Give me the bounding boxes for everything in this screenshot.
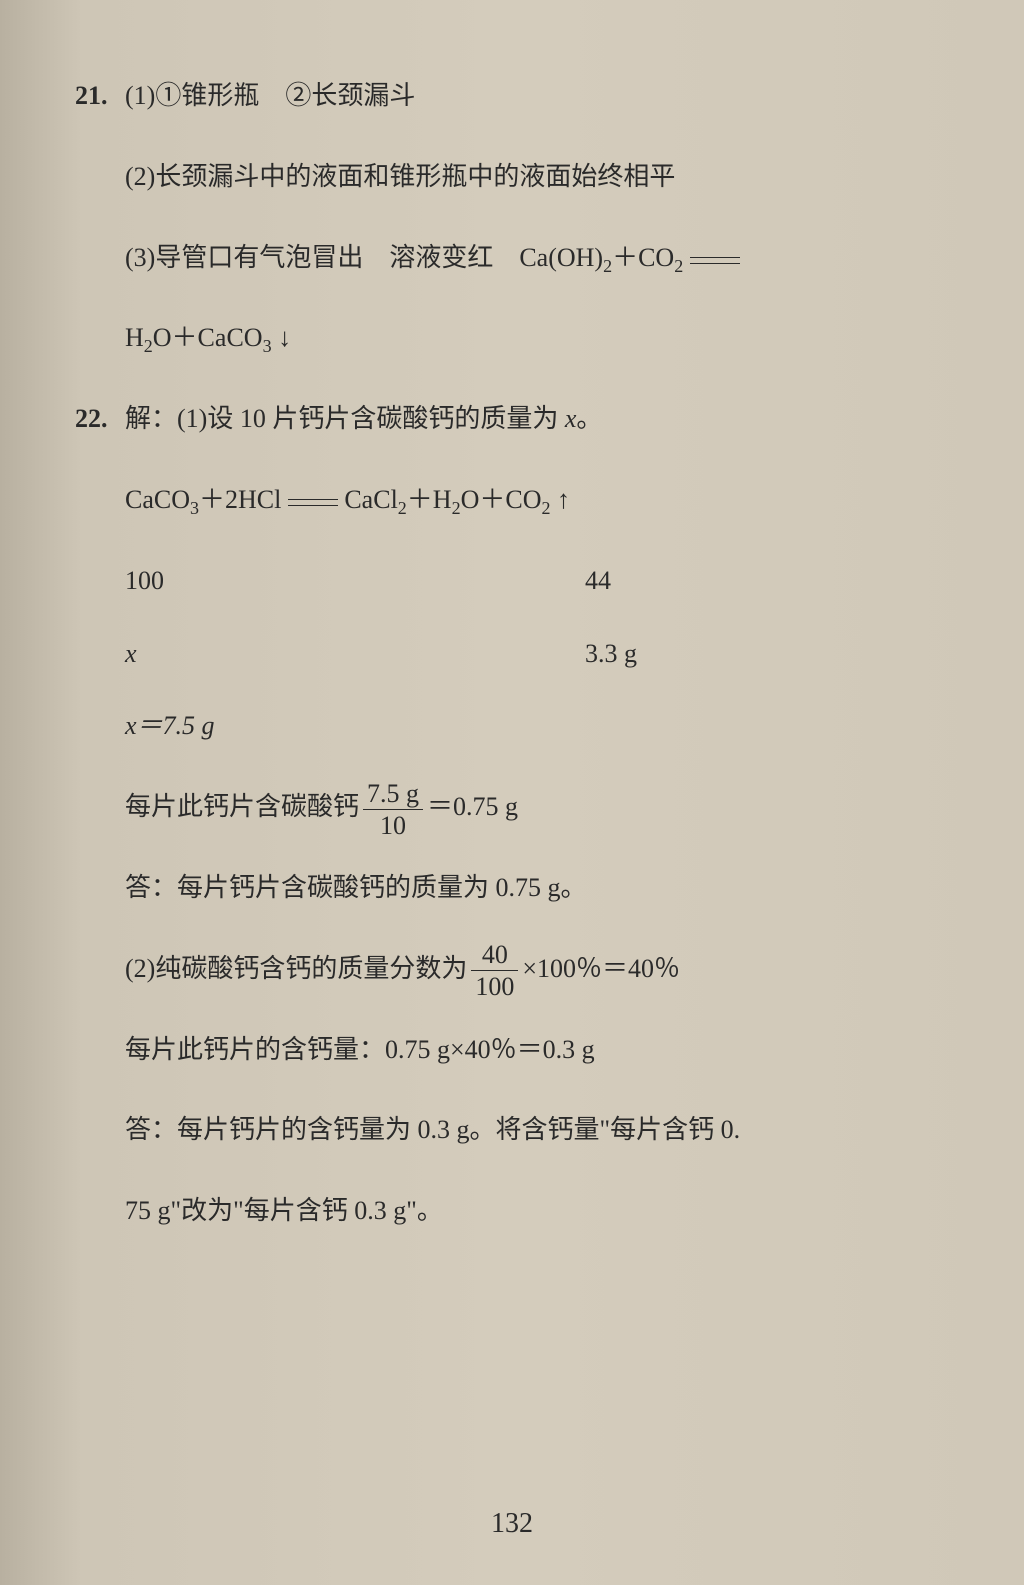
q22-x-result: x＝7.5 g bbox=[75, 690, 974, 763]
q21-part3b: H2O＋CaCO3 bbox=[75, 302, 974, 375]
document-content: 21.(1)①锥形瓶 ②长颈漏斗 (2)长颈漏斗中的液面和锥形瓶中的液面始终相平… bbox=[75, 60, 974, 1248]
fraction: 40100 bbox=[471, 939, 518, 1002]
arrow-up-icon bbox=[557, 485, 570, 514]
q21-part1: 21.(1)①锥形瓶 ②长颈漏斗 bbox=[75, 60, 974, 133]
q21-part3a: (3)导管口有气泡冒出 溶液变红 Ca(OH)2＋CO2 bbox=[75, 222, 974, 295]
q21-part2: (2)长颈漏斗中的液面和锥形瓶中的液面始终相平 bbox=[75, 141, 974, 214]
q22-intro: 22.解：(1)设 10 片钙片含碳酸钙的质量为 x。 bbox=[75, 383, 974, 456]
q22-ca-content: 每片此钙片的含钙量：0.75 g×40％＝0.3 g bbox=[75, 1014, 974, 1087]
page-number: 132 bbox=[0, 1508, 1024, 1540]
q22-answer2b: 75 g"改为"每片含钙 0.3 g"。 bbox=[75, 1175, 974, 1248]
q22-number: 22. bbox=[75, 383, 125, 456]
q22-equation: CaCO3＋2HCl CaCl2＋H2O＋CO2 bbox=[75, 464, 974, 537]
fraction: 7.5 g10 bbox=[363, 778, 423, 841]
q22-answer2a: 答：每片钙片的含钙量为 0.3 g。将含钙量"每片含钙 0. bbox=[75, 1094, 974, 1167]
q22-ratio-row1: 100 44 bbox=[75, 545, 974, 618]
arrow-down-icon bbox=[278, 323, 291, 352]
q22-ratio-row2: x 3.3 g bbox=[75, 618, 974, 691]
q21-number: 21. bbox=[75, 60, 125, 133]
q22-answer1: 答：每片钙片含碳酸钙的质量为 0.75 g。 bbox=[75, 852, 974, 925]
q22-per-tablet: 每片此钙片含碳酸钙7.5 g10＝0.75 g bbox=[75, 771, 974, 844]
q22-part2: (2)纯碳酸钙含钙的质量分数为40100×100％＝40％ bbox=[75, 933, 974, 1006]
